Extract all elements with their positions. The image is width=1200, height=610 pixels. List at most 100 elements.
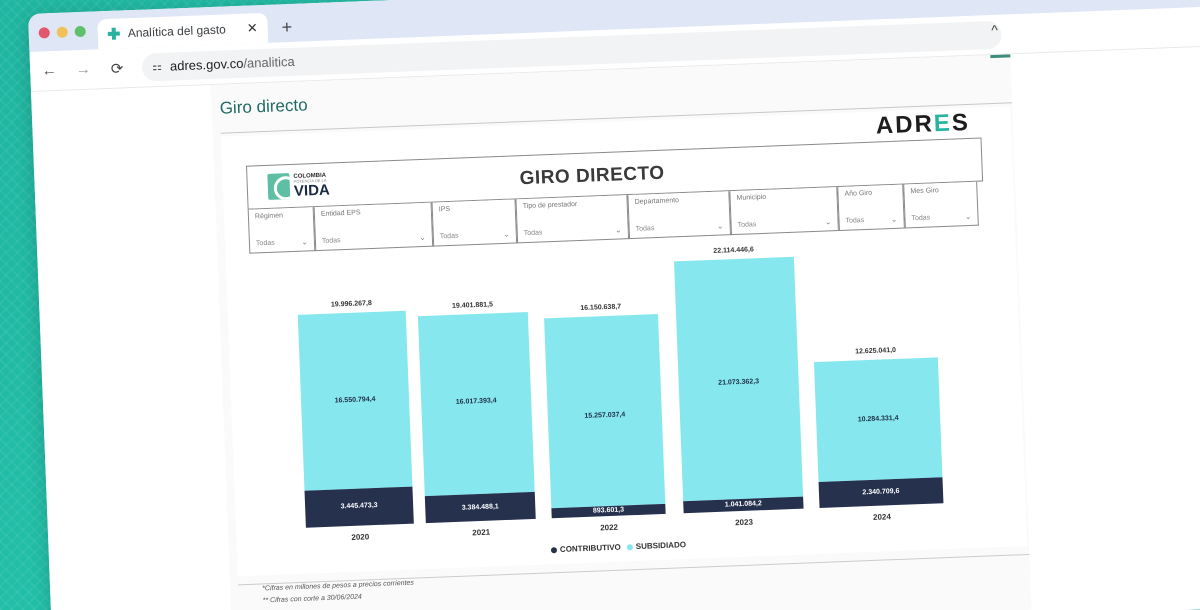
bar-total-label: 19.401.881,5	[451, 301, 494, 310]
segment-label: 21.073.362,3	[718, 378, 760, 387]
legend-dot-icon	[550, 546, 558, 553]
url-domain: adres.gov.co	[169, 55, 244, 74]
bar-total-label: 12.625.041,0	[855, 346, 897, 356]
filter-municipio[interactable]: Municipio Todas ⌄	[729, 187, 839, 236]
bar-segment-subsidiado: 21.073.362,3	[673, 256, 804, 502]
bar-segment-contributivo: 3.384.488,1	[424, 491, 536, 524]
chevron-down-icon: ⌄	[502, 229, 510, 239]
filter-value: Todas	[737, 221, 757, 229]
legend-item-subsidiado[interactable]: SUBSIDIADO	[626, 540, 687, 552]
x-tick-label: 2023	[734, 517, 754, 528]
site-info-icon[interactable]: ⚏	[151, 60, 163, 74]
bar-2020[interactable]: 19.996.267,8 16.550.794,4 3.445.473,3 20…	[297, 300, 414, 542]
chevron-down-icon: ⌄	[716, 221, 724, 231]
maximize-window-button[interactable]	[74, 25, 86, 37]
close-window-button[interactable]	[38, 26, 50, 39]
minimize-window-button[interactable]	[56, 25, 68, 38]
bar-total-label: 22.114.446,6	[713, 246, 754, 255]
legend-label: CONTRIBUTIVO	[559, 542, 621, 554]
legend-dot-icon	[626, 543, 633, 550]
adres-logo: ADRES	[875, 109, 970, 141]
bar-segment-contributivo: 2.340.709,6	[818, 477, 944, 508]
tab-title: Analítica del gasto	[127, 22, 227, 41]
filter-label: Entidad EPS	[320, 209, 361, 218]
powerbi-report: COLOMBIA POTENCIA DE LA VIDA GIRO DIRECT…	[220, 106, 1028, 604]
url-path: /analitica	[243, 53, 295, 71]
back-icon[interactable]: ←	[41, 61, 58, 80]
segment-label: 16.550.794,4	[334, 395, 376, 405]
filter-ips[interactable]: IPS Todas ⌄	[431, 199, 518, 247]
chevron-up-icon[interactable]: ^	[991, 21, 999, 39]
bar-total-label: 19.996.267,8	[330, 300, 372, 309]
filter-value: Todas	[255, 239, 275, 248]
adres-logo-accent: E	[933, 109, 953, 138]
chevron-down-icon: ⌄	[301, 237, 309, 247]
filter-label: Departamento	[634, 197, 680, 206]
adres-logo-part: ADR	[875, 110, 935, 140]
new-tab-button[interactable]: +	[281, 16, 293, 37]
bar-segment-contributivo: 3.445.473,3	[304, 486, 414, 528]
bar-2021[interactable]: 19.401.881,5 16.017.393,4 3.384.488,1 20…	[417, 301, 536, 537]
x-tick-label: 2022	[600, 522, 619, 533]
segment-label: 16.017.393,4	[455, 397, 497, 406]
filter-departamento[interactable]: Departamento Todas ⌄	[627, 191, 732, 240]
segment-label: 3.384.488,1	[461, 503, 499, 512]
url-text: adres.gov.co/analitica	[170, 54, 295, 74]
window-controls	[38, 12, 86, 52]
filter-value: Todas	[911, 214, 931, 223]
filter-entidad-eps[interactable]: Entidad EPS Todas ⌄	[313, 202, 434, 252]
chevron-down-icon: ⌄	[824, 217, 832, 227]
bar-2024[interactable]: 12.625.041,0 10.284.331,4 2.340.709,6 20…	[813, 347, 944, 522]
filter-regimen[interactable]: Régimen Todas ⌄	[247, 207, 316, 254]
bar-2023[interactable]: 22.114.446,6 21.073.362,3 1.041.084,2 20…	[673, 246, 804, 527]
bar-2022[interactable]: 16.150.638,7 15.257.037,4 893.601,3 2022	[544, 303, 666, 532]
adres-favicon-icon	[108, 27, 120, 39]
legend-item-contributivo[interactable]: CONTRIBUTIVO	[550, 542, 621, 555]
filter-value: Todas	[439, 232, 459, 241]
chevron-down-icon: ⌄	[890, 214, 898, 225]
vida-logo-icon	[267, 173, 291, 200]
legend-label: SUBSIDIADO	[635, 540, 687, 552]
adres-logo-part: S	[951, 108, 971, 137]
filter-value: Todas	[845, 217, 865, 225]
filter-mes-giro[interactable]: Mes Giro Todas ⌄	[903, 181, 979, 229]
segment-label: 15.257.037,4	[584, 411, 626, 420]
report-page: Giro directo COLOMBIA POTENCIA DE LA VID…	[210, 54, 1032, 610]
segment-label: 893.601,3	[592, 506, 625, 515]
filter-value: Todas	[523, 229, 543, 238]
section-title: Giro directo	[219, 95, 308, 118]
forward-icon[interactable]: →	[75, 60, 91, 79]
filter-label: Año Giro	[844, 189, 873, 198]
chevron-down-icon: ⌄	[614, 225, 622, 235]
segment-label: 10.284.331,4	[857, 414, 899, 424]
bar-segment-subsidiado: 15.257.037,4	[544, 314, 666, 509]
page-content: Giro directo COLOMBIA POTENCIA DE LA VID…	[30, 45, 1200, 610]
filter-value: Todas	[635, 225, 655, 233]
report-title: GIRO DIRECTO	[519, 162, 665, 190]
colombia-vida-logo: COLOMBIA POTENCIA DE LA VIDA	[267, 172, 330, 200]
x-tick-label: 2020	[351, 532, 370, 542]
bar-segment-subsidiado: 16.550.794,4	[297, 310, 413, 491]
filter-label: Municipio	[736, 193, 767, 202]
close-icon[interactable]: ✕	[246, 20, 258, 36]
segment-label: 3.445.473,3	[340, 501, 378, 511]
filter-anio-giro[interactable]: Año Giro Todas ⌄	[837, 184, 905, 232]
chevron-down-icon: ⌄	[418, 232, 427, 243]
accent-line	[990, 54, 1011, 59]
filter-label: IPS	[438, 205, 451, 214]
filter-label: Régimen	[254, 212, 284, 221]
x-tick-label: 2024	[872, 512, 891, 522]
bar-segment-subsidiado: 10.284.331,4	[813, 357, 943, 482]
logo-vida-text: VIDA	[293, 181, 331, 200]
bar-segment-subsidiado: 16.017.393,4	[417, 312, 535, 497]
chevron-down-icon: ⌄	[964, 211, 972, 222]
filter-tipo-prestador[interactable]: Tipo de prestador Todas ⌄	[515, 195, 630, 244]
browser-window: Analítica del gasto ✕ + ← → ⟳ ⚏ adres.go…	[28, 0, 1200, 610]
filter-label: Mes Giro	[910, 187, 939, 196]
segment-label: 1.041.084,2	[724, 500, 762, 509]
bar-total-label: 16.150.638,7	[580, 303, 622, 313]
reload-icon[interactable]: ⟳	[110, 59, 124, 78]
chart-legend: CONTRIBUTIVO SUBSIDIADO	[550, 540, 687, 555]
segment-label: 2.340.709,6	[862, 487, 900, 497]
filter-label: Tipo de prestador	[522, 201, 578, 211]
